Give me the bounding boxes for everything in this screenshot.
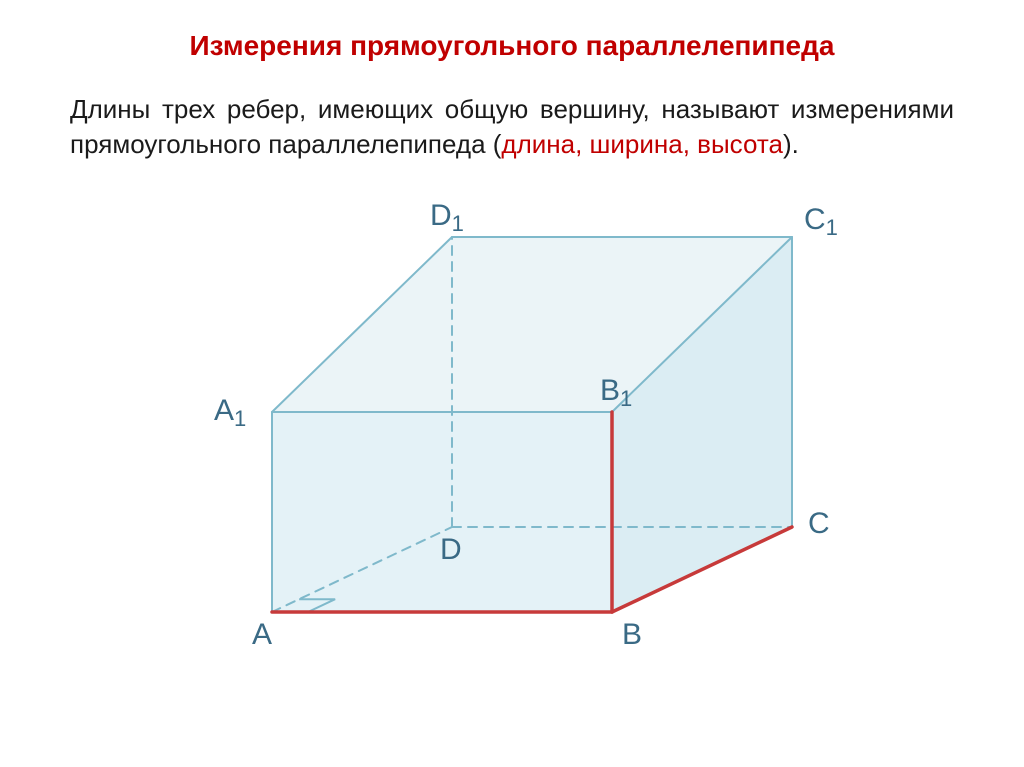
face	[272, 412, 612, 612]
para-suffix: ).	[783, 129, 799, 159]
vertex-label-D1: D1	[430, 199, 464, 236]
parallelepiped-svg: ABCDA1B1C1D1	[72, 182, 952, 652]
title-text: Измерения прямоугольного параллелепипеда	[190, 30, 835, 61]
vertex-label-C: C	[808, 507, 830, 540]
vertex-label-B: B	[622, 618, 642, 651]
vertex-label-C1: C1	[804, 203, 838, 240]
vertex-label-A: A	[252, 618, 272, 651]
para-dimensions: длина, ширина, высота	[501, 129, 783, 159]
page-title: Измерения прямоугольного параллелепипеда	[70, 30, 954, 62]
vertex-label-D: D	[440, 533, 462, 566]
definition-paragraph: Длины трех ребер, имеющих общую вершину,…	[70, 92, 954, 162]
parallelepiped-figure: ABCDA1B1C1D1	[72, 182, 952, 652]
vertex-label-A1: A1	[214, 394, 246, 431]
